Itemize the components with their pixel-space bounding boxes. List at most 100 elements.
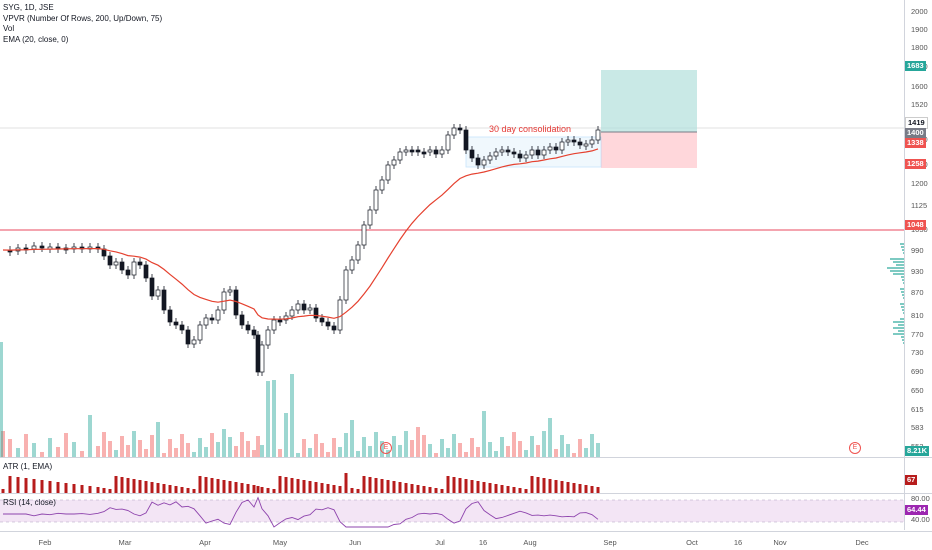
price-chart-pane[interactable] [0,0,904,457]
legend-vol[interactable]: Vol [3,24,15,34]
candle-body [251,329,257,336]
atr-bar [234,482,238,493]
price-tick: 1200 [911,179,928,188]
candle-body [577,141,583,146]
volume-bar [500,437,504,457]
candle-body [107,255,113,266]
candle-body [445,134,451,151]
candle-body [255,334,261,373]
event-marker[interactable]: E [849,442,861,454]
volume-bar [302,439,306,457]
candle-body [137,261,143,266]
candle-body [313,307,319,319]
rsi-tick-40: 40.00 [911,515,930,524]
atr-bar [416,485,420,493]
vpvr-bar [900,318,904,320]
atr-bar [368,477,372,493]
atr-bar [434,488,438,493]
candle-body [355,244,361,261]
rsi-chart [0,496,904,528]
vpvr-bar [902,339,904,341]
atr-bar [126,478,130,493]
atr-bar [56,482,60,493]
candle-body [265,329,271,346]
atr-bar [162,484,166,493]
atr-bar [362,476,366,493]
volume-bar [482,411,486,457]
volume-bar [204,447,208,457]
volume-bar [572,453,576,457]
volume-bar [554,449,558,457]
atr-bar [284,477,288,493]
volume-bar [0,342,3,457]
atr-bar [458,478,462,493]
candle-body [325,321,331,327]
atr-bar [228,481,232,493]
price-tick: 870 [911,288,924,297]
atr-bar [410,484,414,493]
volume-bar [210,433,214,457]
volume-bar [332,438,336,457]
volume-bar [16,448,20,457]
volume-bar [284,413,288,457]
price-chart[interactable] [0,0,904,457]
volume-bar [240,432,244,457]
atr-bar [380,479,384,493]
atr-bar [132,479,136,493]
volume-bar [560,435,564,457]
legend-ema[interactable]: EMA (20, close, 0) [3,34,69,44]
atr-bar [344,473,348,493]
atr-bar [204,477,208,493]
price-axis[interactable]: 2000190018001700160015201440136012801200… [904,0,932,457]
candle-body [511,151,517,155]
atr-bar [332,485,336,493]
legend-symbol[interactable]: SYG, 1D, JSE [3,3,54,12]
atr-bar [548,479,552,493]
atr-pane[interactable] [0,458,904,493]
time-tick: May [272,538,288,547]
atr-bar [222,480,226,493]
rsi-pane[interactable] [0,494,904,530]
volume-bar [132,431,136,457]
atr-bar [40,480,44,493]
atr-bar [464,479,468,493]
time-tick: Aug [523,538,537,547]
candle-body [125,269,131,276]
legend-vpvr[interactable]: VPVR (Number Of Rows, 200, Up/Down, 75) [3,13,163,23]
event-marker[interactable]: E [380,442,392,454]
atr-bar [542,478,546,493]
candle-body [415,149,421,153]
candle-body [239,314,245,326]
volume-bar [566,444,570,457]
atr-bar [260,487,264,493]
atr-chart [1,473,600,493]
atr-bar [278,476,282,493]
atr-label[interactable]: ATR (1, EMA) [3,462,53,471]
price-badge: 1400 [905,128,926,138]
candle-body [589,139,595,145]
candle-body [409,149,415,153]
volume-bar [338,447,342,457]
price-tick: 730 [911,348,924,357]
atr-bar [108,489,112,493]
candle-body [271,319,277,331]
volume-bar [138,440,142,457]
vpvr-bar [900,288,904,290]
consolidation-annotation[interactable]: 30 day consolidation [489,124,572,134]
candle-body [113,261,119,266]
volume-bar [344,433,348,457]
candle-body [397,151,403,161]
atr-bar [584,485,588,493]
candle-body [535,149,541,156]
ema-line [2,148,599,320]
candle-body [307,307,313,311]
volume-bar [40,452,44,457]
atr-bar [186,488,190,493]
price-tick: 1125 [911,201,928,210]
volume-bar [198,438,202,457]
atr-bar [246,484,250,493]
time-tick: 16 [478,538,488,547]
candle-body [39,245,45,249]
rsi-tick-80: 80.00 [911,494,930,503]
rsi-label[interactable]: RSI (14, close) [3,498,56,507]
